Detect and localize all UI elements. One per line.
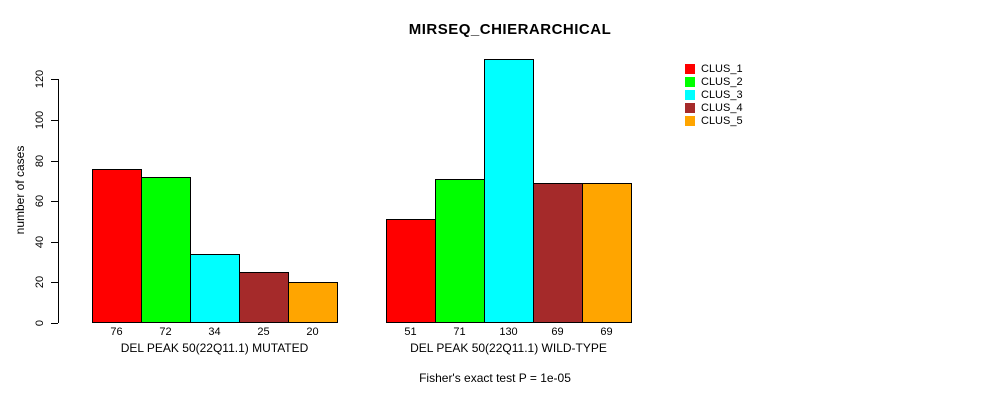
legend-item-clus_1: CLUS_1 bbox=[685, 62, 743, 75]
legend-label: CLUS_5 bbox=[701, 114, 743, 127]
legend-item-clus_5: CLUS_5 bbox=[685, 114, 743, 127]
bar-value-label: 76 bbox=[110, 326, 123, 338]
y-axis-tick-label: 100 bbox=[34, 110, 46, 130]
y-axis-tick bbox=[51, 241, 58, 243]
bar-clus_3-group1 bbox=[190, 254, 240, 323]
legend-label: CLUS_3 bbox=[701, 88, 743, 101]
legend-swatch-icon bbox=[685, 102, 695, 113]
legend-label: CLUS_2 bbox=[701, 75, 743, 88]
y-axis-tick bbox=[51, 282, 58, 284]
bar-value-label: 71 bbox=[453, 326, 466, 338]
bar-clus_2-group2 bbox=[435, 179, 485, 323]
bar-clus_3-group2 bbox=[484, 59, 534, 323]
y-axis-tick bbox=[51, 201, 58, 203]
legend-swatch-icon bbox=[685, 89, 695, 100]
y-axis-line bbox=[58, 79, 59, 323]
legend: CLUS_1 CLUS_2 CLUS_3 CLUS_4 CLUS_5 bbox=[685, 62, 743, 127]
y-axis-tick-label: 40 bbox=[34, 235, 46, 248]
bar-value-label: 72 bbox=[159, 326, 172, 338]
stat-caption: Fisher's exact test P = 1e-05 bbox=[419, 371, 571, 385]
chart-title: MIRSEQ_CHIERARCHICAL bbox=[408, 21, 612, 38]
y-axis-tick-label: 120 bbox=[34, 70, 46, 89]
bar-value-label: 69 bbox=[600, 326, 613, 338]
legend-item-clus_3: CLUS_3 bbox=[685, 88, 743, 101]
y-axis-tick bbox=[51, 119, 58, 121]
legend-swatch-icon bbox=[685, 76, 695, 87]
bar-value-label: 130 bbox=[499, 326, 518, 338]
y-axis-tick bbox=[51, 79, 58, 81]
y-axis-tick-label: 20 bbox=[34, 276, 46, 289]
legend-swatch-icon bbox=[685, 115, 695, 126]
bar-value-label: 25 bbox=[257, 326, 270, 338]
legend-item-clus_2: CLUS_2 bbox=[685, 75, 743, 88]
bar-clus_5-group1 bbox=[288, 282, 338, 323]
bar-clus_1-group2 bbox=[386, 219, 436, 323]
y-axis-title: number of cases bbox=[13, 145, 27, 235]
legend-item-clus_4: CLUS_4 bbox=[685, 101, 743, 114]
bar-clus_2-group1 bbox=[141, 177, 191, 323]
bar-clus_1-group1 bbox=[92, 169, 142, 323]
y-axis-tick-label: 80 bbox=[34, 154, 46, 167]
y-axis-tick bbox=[51, 323, 58, 324]
legend-label: CLUS_1 bbox=[701, 62, 743, 75]
bar-value-label: 34 bbox=[208, 326, 221, 338]
bar-value-label: 20 bbox=[306, 326, 319, 338]
bar-clus_4-group2 bbox=[533, 183, 583, 323]
y-axis-tick-label: 0 bbox=[34, 319, 46, 327]
bar-clus_5-group2 bbox=[582, 183, 632, 323]
legend-label: CLUS_4 bbox=[701, 101, 743, 114]
x-group-label: DEL PEAK 50(22Q11.1) WILD-TYPE bbox=[410, 341, 607, 355]
y-axis-tick bbox=[51, 160, 58, 162]
legend-swatch-icon bbox=[685, 63, 695, 74]
y-axis-tick-label: 60 bbox=[34, 195, 46, 208]
bar-value-label: 51 bbox=[404, 326, 417, 338]
bar-value-label: 69 bbox=[551, 326, 564, 338]
x-group-label: DEL PEAK 50(22Q11.1) MUTATED bbox=[120, 341, 309, 355]
bar-clus_4-group1 bbox=[239, 272, 289, 323]
